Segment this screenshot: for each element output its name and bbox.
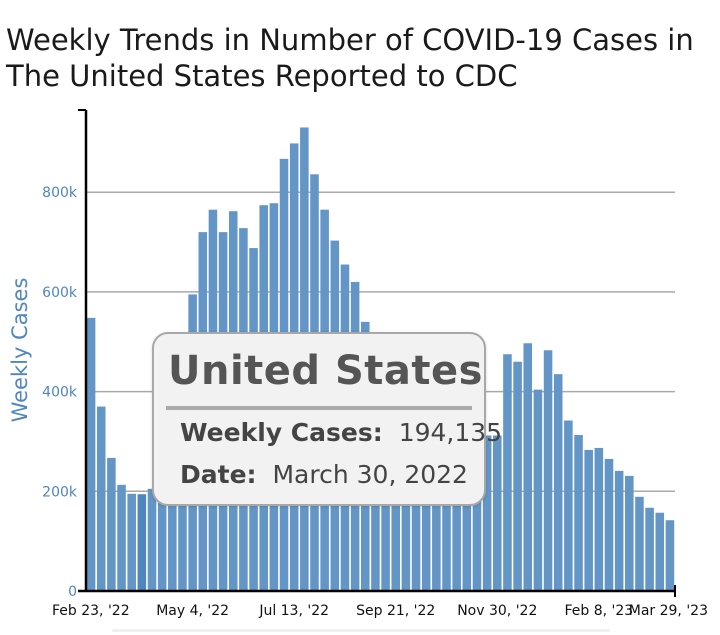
y-tick-label: 400k [42,385,78,401]
x-tick-label: Sep 21, '22 [356,603,435,619]
bar[interactable] [127,493,136,591]
bar[interactable] [96,406,106,591]
tooltip-cases-label: Weekly Cases: [180,418,383,447]
bar[interactable] [117,484,126,591]
x-tick-label: Mar 29, '23 [629,603,708,619]
bar[interactable] [503,354,512,591]
bar[interactable] [574,434,583,591]
tooltip-cases-row: Weekly Cases: 194,135 [180,418,502,447]
bar[interactable] [584,449,593,591]
hover-tooltip: United States Weekly Cases: 194,135 Date… [152,332,502,506]
tooltip-date-value: March 30, 2022 [272,460,468,489]
axes [78,109,676,597]
x-tick-label: Feb 8, '23 [564,603,633,619]
bar[interactable] [635,496,644,591]
x-tick-label: Nov 30, '22 [457,603,537,619]
bar[interactable] [513,361,522,591]
bar[interactable] [655,512,665,591]
tooltip-heading: United States [168,348,483,394]
bar[interactable] [614,470,624,591]
bar[interactable] [452,441,461,591]
bar[interactable] [107,457,116,591]
bar[interactable] [137,494,147,591]
bottom-handle [112,629,610,632]
x-tick-labels: Feb 23, '22 May 4, '22 Jul 13, '22 Sep 21, … [52,603,708,619]
x-tick-label: May 4, '22 [156,603,229,619]
bar[interactable] [594,447,604,591]
tooltip-cases-value: 194,135 [398,418,503,447]
chart-title: Weekly Trends in Number of COVID-19 Case… [6,23,694,93]
bar[interactable] [432,426,441,591]
bar[interactable] [86,317,96,591]
bar[interactable] [645,507,654,591]
bar[interactable] [147,488,157,591]
tooltip-date-label: Date: [180,460,257,489]
y-tick-label: 600k [42,285,78,301]
bar[interactable] [604,458,614,591]
y-axis-label: Weekly Cases [8,278,32,423]
tooltip-divider [166,406,472,410]
y-tick-label: 800k [42,185,78,201]
bar[interactable] [665,520,675,591]
bar[interactable] [157,485,167,591]
bar[interactable] [421,421,431,591]
bar[interactable] [472,438,482,591]
y-tick-label: 0 [68,584,77,600]
bar[interactable] [462,441,472,591]
y-tick-label: 200k [42,484,78,500]
bar[interactable] [168,471,177,591]
y-tick-labels: 0 200k 400k 600k 800k [42,185,78,600]
bar[interactable] [564,420,573,591]
bar[interactable] [543,350,553,591]
x-tick-label: Feb 23, '22 [52,603,130,619]
tooltip-date-row: Date: March 30, 2022 [180,460,468,489]
bar[interactable] [442,436,451,591]
bar[interactable] [533,389,543,591]
bar[interactable] [493,435,502,591]
bar[interactable] [625,475,634,591]
x-tick-label: Jul 13, '22 [258,603,329,619]
bar[interactable] [178,431,187,591]
bar[interactable] [553,374,563,591]
bar[interactable] [482,435,492,591]
bar[interactable] [523,343,533,591]
